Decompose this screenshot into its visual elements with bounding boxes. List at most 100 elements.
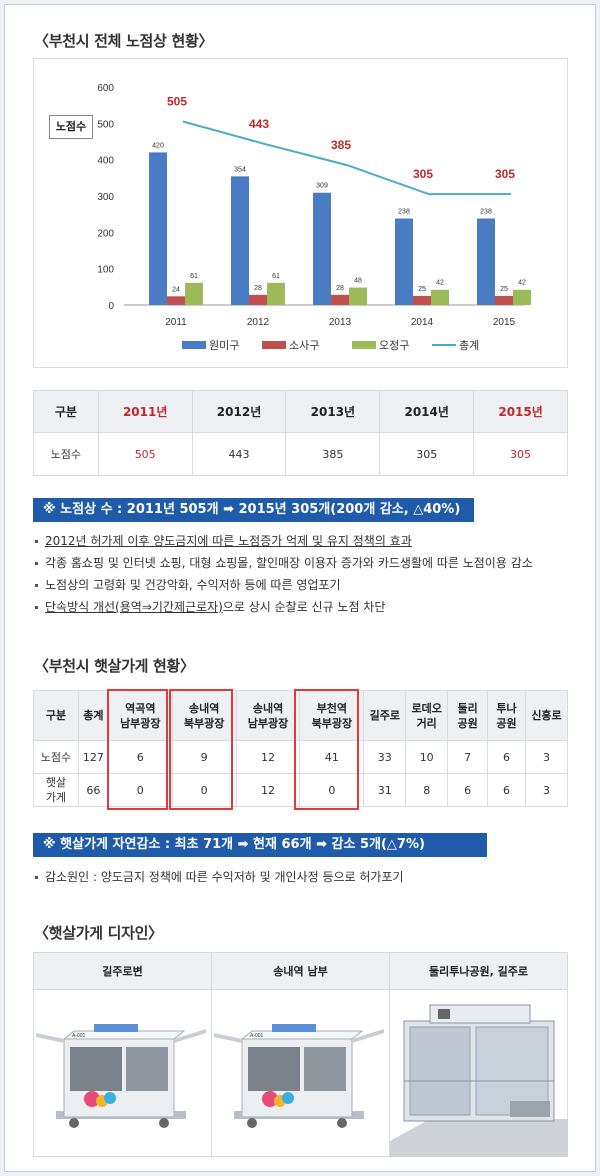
bar-data-label: 238 bbox=[480, 209, 492, 216]
line-data-label: 305 bbox=[495, 167, 515, 181]
y-tick-label: 600 bbox=[97, 83, 114, 94]
list-item-text: 2012년 허가제 이후 양도금지에 따른 노점증가 억제 및 유지 정책의 효… bbox=[45, 534, 412, 548]
table-cell: 12 bbox=[235, 773, 301, 807]
table-row-label-text: 노점수 bbox=[40, 750, 72, 764]
section-title-sunshine-shops: 〈부천시 햇살가게 현황〉 bbox=[34, 657, 195, 675]
bar-data-label: 28 bbox=[336, 285, 344, 292]
line-data-label: 305 bbox=[413, 167, 433, 181]
design-card: 송내역 남부 A-001 bbox=[212, 953, 390, 1156]
table-row-label: 노점수 bbox=[33, 432, 99, 476]
bar-원미구 bbox=[231, 176, 249, 305]
table-header-row: 구분 총계 역곡역 남부광장 송내역 북부광장 송내역 남부광장 부천역 북부광장 길주로 로데오 거리… bbox=[33, 690, 568, 741]
bar-data-label: 61 bbox=[272, 273, 280, 280]
table-cell: 305 bbox=[379, 432, 475, 476]
table-row-label-text: 가게 bbox=[45, 791, 67, 804]
table-header-cell: 둘리 공원 bbox=[447, 690, 489, 741]
legend-label: 소사구 bbox=[289, 339, 319, 352]
bar-오정구 bbox=[267, 282, 285, 305]
table-cell: 41 bbox=[299, 740, 365, 774]
y-tick-label: 100 bbox=[97, 265, 114, 276]
chart-canvas: 0 100 200 300 400 500 600 2011 420 24 61 2012 354 28 6… bbox=[97, 83, 531, 352]
table-header-cell: 신흥로 bbox=[525, 690, 568, 741]
table-cell: 305 bbox=[473, 432, 568, 476]
legend-swatch bbox=[352, 341, 376, 349]
bar-data-label: 25 bbox=[418, 286, 426, 293]
bar-data-label: 48 bbox=[354, 278, 362, 285]
table-header-cell: 송내역 북부광장 bbox=[171, 690, 237, 741]
list-item: 각종 홈쇼핑 및 인터넷 쇼핑, 대형 쇼핑몰, 할인매장 이용자 증가와 카드… bbox=[33, 552, 533, 574]
design-card-title: 송내역 남부 bbox=[212, 953, 389, 990]
table-header-cell: 2012년 bbox=[191, 390, 287, 433]
vendor-chart: 0 100 200 300 400 500 600 2011 420 24 61 2012 354 28 6… bbox=[33, 58, 568, 368]
table-cell: 8 bbox=[405, 773, 449, 807]
table-row: 햇살 가게 66 0 0 12 0 31 8 6 6 3 bbox=[33, 773, 568, 807]
list-item-text: 으로 상시 순찰로 신규 노점 차단 bbox=[222, 600, 386, 614]
table-cell: 3 bbox=[525, 773, 568, 807]
table-cell: 385 bbox=[285, 432, 381, 476]
kiosk-cart-image: A-001 bbox=[36, 1024, 206, 1128]
bar-data-label: 309 bbox=[316, 183, 328, 190]
list-item-underlined: 단속방식 개선(용역⇒기간제근로자) bbox=[45, 600, 223, 614]
x-tick-label: 2012 bbox=[247, 317, 270, 328]
design-card: 둘리투나공원, 길주로 bbox=[390, 953, 568, 1157]
table-cell: 6 bbox=[487, 773, 526, 807]
bar-data-label: 354 bbox=[234, 166, 246, 173]
list-item: 2012년 허가제 이후 양도금지에 따른 노점증가 억제 및 유지 정책의 효… bbox=[33, 530, 533, 552]
bar-원미구 bbox=[313, 192, 331, 305]
bar-소사구 bbox=[495, 295, 513, 305]
bar-오정구 bbox=[431, 289, 449, 305]
design-gallery: 길주로변 A-001 송내역 남부 bbox=[33, 952, 568, 1157]
section-title-design: 〈햇살가게 디자인〉 bbox=[34, 924, 163, 942]
table-row: 노점수 127 6 9 12 41 33 10 7 6 3 bbox=[33, 740, 568, 774]
line-data-label: 443 bbox=[249, 117, 269, 131]
table-cell: 3 bbox=[525, 740, 568, 774]
table-header-cell: 2014년 bbox=[379, 390, 475, 433]
y-tick-label: 0 bbox=[108, 301, 114, 312]
line-series-총계 bbox=[182, 120, 511, 196]
bar-원미구 bbox=[149, 152, 167, 305]
line-data-label: 505 bbox=[167, 95, 187, 109]
table-cell: 12 bbox=[235, 740, 301, 774]
table-header-cell: 2013년 bbox=[285, 390, 381, 433]
table-header-text: 신흥로 bbox=[531, 709, 562, 722]
x-tick-label: 2015 bbox=[493, 317, 516, 328]
reasons-list: 2012년 허가제 이후 양도금지에 따른 노점증가 억제 및 유지 정책의 효… bbox=[33, 530, 533, 618]
table-header-text: 역곡역 bbox=[125, 701, 156, 715]
table-cell: 9 bbox=[171, 740, 237, 774]
bar-data-label: 420 bbox=[152, 142, 164, 149]
table-header-row: 구분 2011년 2012년 2013년 2014년 2015년 bbox=[33, 390, 568, 433]
line-data-label: 385 bbox=[331, 138, 351, 152]
vendor-count-table: 구분 2011년 2012년 2013년 2014년 2015년 노점수 505… bbox=[33, 390, 568, 476]
kiosk-cart-image: A-001 bbox=[214, 1024, 384, 1128]
table-cell: 7 bbox=[447, 740, 489, 774]
x-tick-label: 2011 bbox=[165, 317, 187, 328]
bar-오정구 bbox=[513, 289, 531, 305]
table-header-text: 공원 bbox=[496, 716, 517, 730]
summary-banner-sunshine: ※ 햇살가게 자연감소 : 최초 71개 ➡ 현재 66개 ➡ 감소 5개(△7… bbox=[33, 833, 487, 857]
table-row-label-text: 햇살 bbox=[45, 776, 67, 789]
decrease-reason-list: 감소원인 : 양도금지 정책에 따른 수익저하 및 개인사정 등으로 허가포기 bbox=[33, 866, 404, 888]
bar-소사구 bbox=[413, 295, 431, 305]
table-cell: 6 bbox=[487, 740, 526, 774]
bar-data-label: 42 bbox=[436, 280, 444, 287]
table-cell: 505 bbox=[97, 432, 193, 476]
bar-소사구 bbox=[167, 296, 185, 305]
table-cell: 6 bbox=[107, 740, 173, 774]
table-header-cell: 로데오 거리 bbox=[405, 690, 449, 741]
design-card-title: 길주로변 bbox=[34, 953, 211, 990]
kiosk-sign: A-001 bbox=[250, 1033, 264, 1039]
chart-ylabel: 노점수 bbox=[49, 115, 93, 139]
bar-data-label: 238 bbox=[398, 209, 410, 216]
section-title-vendors: 〈부천시 전체 노점상 현황〉 bbox=[34, 32, 214, 50]
y-tick-label: 300 bbox=[97, 192, 114, 203]
table-header-text: 둘리 bbox=[457, 701, 478, 715]
table-header-text: 길주로 bbox=[369, 709, 400, 722]
bar-오정구 bbox=[349, 287, 367, 305]
table-row-label: 노점수 bbox=[33, 740, 79, 774]
legend-label: 총계 bbox=[459, 339, 479, 352]
bar-오정구 bbox=[185, 282, 203, 305]
table-cell: 443 bbox=[191, 432, 287, 476]
bar-소사구 bbox=[331, 294, 349, 305]
design-card: 길주로변 A-001 bbox=[34, 953, 212, 1156]
table-header-cell: 구분 bbox=[33, 390, 99, 433]
